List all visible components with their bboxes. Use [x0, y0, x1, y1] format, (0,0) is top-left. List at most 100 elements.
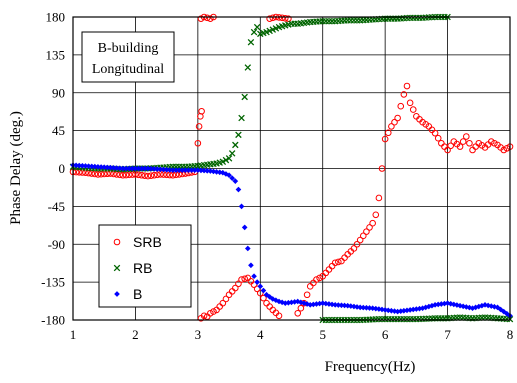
data-point-srb: [256, 289, 264, 297]
data-point-srb: [219, 299, 227, 307]
data-point-b: [229, 175, 236, 182]
data-point-b: [301, 300, 307, 306]
data-point-srb: [94, 171, 102, 178]
data-point-srb: [203, 14, 211, 22]
data-point-srb: [353, 240, 361, 248]
data-point-srb: [391, 118, 398, 126]
data-point-srb: [125, 171, 133, 179]
data-point-srb: [119, 171, 127, 179]
data-point-srb: [378, 165, 386, 172]
data-point-srb: [487, 138, 495, 145]
data-point-b: [235, 186, 242, 193]
data-point-srb: [197, 15, 205, 22]
y-tick-label: -135: [41, 275, 65, 290]
data-point-b: [244, 245, 251, 252]
data-point-srb: [350, 245, 358, 252]
data-point-srb: [100, 170, 108, 178]
data-point-srb: [316, 274, 323, 282]
data-point-rb: [247, 38, 255, 46]
data-point-srb: [235, 280, 242, 288]
data-point-b: [254, 279, 260, 285]
data-point-srb: [207, 15, 214, 22]
data-point-srb: [260, 294, 267, 302]
data-point-srb: [434, 134, 442, 142]
legend: SRB RB B: [98, 224, 192, 308]
legend-markers: [113, 238, 121, 297]
y-tick-label: 90: [52, 85, 65, 100]
data-point-srb: [232, 284, 239, 292]
data-point-srb: [297, 304, 305, 312]
data-point-srb: [195, 123, 203, 130]
data-point-srb: [356, 236, 364, 244]
data-point-srb: [266, 15, 273, 22]
data-point-srb: [384, 129, 392, 137]
legend-label-rb: RB: [133, 260, 152, 276]
data-point-srb: [207, 309, 214, 317]
data-point-srb: [116, 171, 124, 179]
data-point-srb: [91, 170, 99, 178]
data-point-srb: [269, 14, 277, 22]
data-point-srb: [138, 171, 145, 179]
data-point-srb: [238, 276, 245, 283]
data-point-b: [279, 299, 285, 306]
x-tick-label: 1: [70, 327, 77, 342]
data-point-rb: [232, 141, 239, 149]
annotation-box: B-building Longitudinal: [81, 31, 175, 83]
data-series: [69, 13, 514, 324]
x-tick-label: 2: [132, 327, 139, 342]
data-point-srb: [444, 146, 451, 154]
data-point-srb: [459, 138, 467, 145]
data-point-srb: [403, 82, 411, 90]
data-point-srb: [397, 102, 405, 110]
plot-frame: [72, 16, 511, 321]
data-point-srb: [447, 142, 454, 150]
data-point-srb: [97, 170, 105, 178]
data-point-srb: [394, 114, 401, 122]
data-point-b: [491, 303, 498, 310]
data-point-srb: [400, 91, 408, 98]
data-point-rb: [241, 93, 248, 101]
data-point-srb: [335, 258, 342, 266]
data-point-srb: [303, 291, 311, 299]
data-point-b: [220, 169, 226, 176]
data-point-b: [494, 304, 501, 311]
data-point-rb: [250, 28, 258, 36]
legend-label-b: B: [133, 286, 142, 302]
data-point-srb: [153, 171, 161, 179]
data-point-srb: [250, 281, 258, 288]
data-point-srb: [278, 14, 286, 22]
data-point-srb: [281, 14, 289, 22]
data-point-rb: [235, 131, 242, 139]
x-axis-title: Frequency(Hz): [325, 359, 416, 375]
data-point-b: [257, 283, 264, 290]
data-point-b: [460, 303, 467, 310]
x-tick-label: 5: [319, 327, 326, 342]
data-point-srb: [369, 219, 376, 227]
data-point-srb: [431, 129, 439, 137]
data-point-srb: [135, 171, 142, 179]
data-point-srb: [222, 295, 230, 303]
data-point-b: [226, 172, 232, 179]
series-b: [70, 162, 513, 319]
annotation-line-2: Longitudinal: [92, 62, 164, 77]
data-point-b: [248, 262, 254, 269]
legend-marker-b: [114, 291, 120, 297]
data-point-srb: [241, 275, 248, 283]
data-point-srb: [406, 99, 414, 107]
data-point-b: [504, 310, 510, 317]
y-tick-label: 0: [59, 161, 66, 176]
data-point-b: [241, 224, 248, 231]
x-tick-label: 3: [195, 327, 202, 342]
data-point-srb: [122, 171, 130, 179]
x-tick-label: 6: [382, 327, 389, 342]
data-point-srb: [463, 133, 470, 140]
x-tick-label: 4: [257, 327, 264, 342]
data-point-rb: [225, 155, 233, 162]
data-point-b: [238, 203, 245, 210]
data-point-srb: [198, 107, 205, 115]
data-point-srb: [363, 228, 370, 235]
data-point-srb: [372, 211, 380, 219]
data-point-srb: [132, 171, 139, 178]
